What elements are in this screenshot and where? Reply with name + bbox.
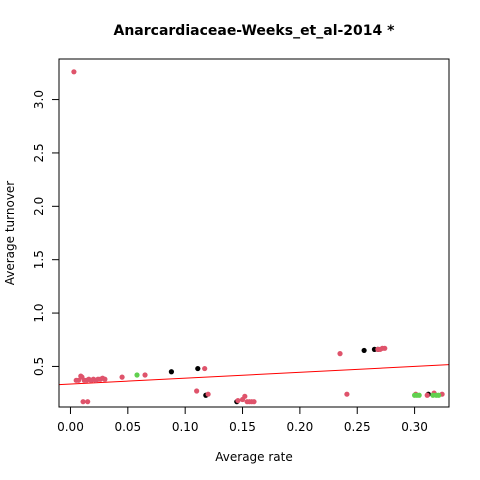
data-point (194, 388, 200, 394)
y-tick-label: 2.5 (32, 143, 46, 162)
y-tick-label: 2.0 (32, 197, 46, 216)
x-axis: 0.00 0.05 0.10 0.15 0.20 0.25 0.30 (57, 406, 428, 434)
x-axis-label: Average rate (215, 450, 292, 464)
chart-title: Anarcardiaceae-Weeks_et_al-2014 * (114, 23, 396, 39)
data-point (424, 392, 430, 398)
x-tick-label: 0.10 (172, 420, 199, 434)
y-tick-label: 1.5 (32, 250, 46, 269)
data-point (119, 374, 125, 380)
data-point (75, 377, 82, 383)
x-tick-label: 0.30 (401, 420, 428, 434)
data-point (71, 69, 77, 75)
series-green (134, 372, 442, 398)
x-tick-label: 0.15 (229, 420, 256, 434)
data-point (202, 365, 208, 372)
trend-line (59, 364, 449, 386)
data-point (242, 393, 248, 399)
y-tick-label: 0.5 (32, 357, 46, 376)
x-tick-label: 0.20 (287, 420, 314, 434)
data-point (251, 399, 257, 405)
x-tick-label: 0.00 (57, 420, 84, 434)
y-tick-label: 1.0 (32, 304, 46, 323)
data-point (416, 392, 422, 398)
data-point (361, 347, 367, 354)
x-tick-label: 0.05 (114, 420, 141, 434)
data-point (80, 399, 86, 405)
data-point (142, 372, 148, 378)
data-point (344, 391, 350, 397)
y-axis-label: Average turnover (3, 181, 17, 286)
data-point (235, 397, 241, 404)
data-point (382, 345, 388, 351)
series-red (71, 69, 445, 405)
plot-frame (58, 58, 450, 408)
data-point (337, 351, 343, 357)
data-point (85, 399, 91, 405)
data-point (205, 391, 211, 397)
data-point (168, 369, 175, 375)
y-axis: 0.5 1.0 1.5 2.0 2.5 3.0 (32, 90, 60, 376)
data-point (436, 392, 442, 398)
data-point (102, 376, 108, 382)
data-point (195, 365, 201, 372)
data-point (134, 372, 140, 378)
y-tick-label: 3.0 (32, 90, 46, 109)
x-tick-label: 0.25 (344, 420, 371, 434)
